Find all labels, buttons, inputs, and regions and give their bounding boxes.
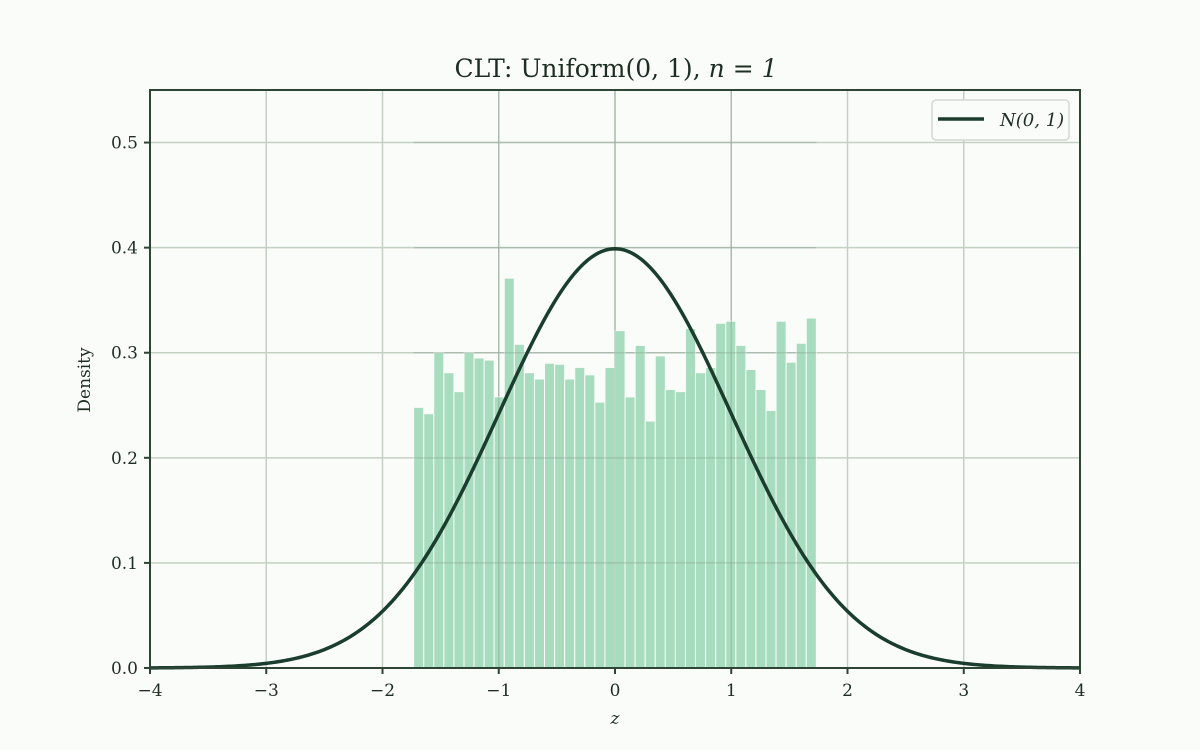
histogram-bar bbox=[624, 396, 636, 669]
histogram-bar bbox=[544, 362, 556, 669]
histogram-bar bbox=[533, 378, 546, 669]
x-tick-label: −4 bbox=[137, 681, 162, 701]
legend: N(0, 1) bbox=[931, 99, 1070, 141]
histogram-bar bbox=[765, 410, 777, 669]
histogram-bar bbox=[433, 352, 445, 669]
legend-label: N(0, 1) bbox=[999, 110, 1064, 131]
histogram-bar bbox=[523, 372, 535, 669]
normal-pdf-curve bbox=[149, 246, 1081, 670]
y-axis-label: Density bbox=[75, 347, 95, 413]
y-tick-label: 0.3 bbox=[111, 344, 138, 364]
histogram-bar bbox=[705, 366, 717, 669]
y-tick-label: 0.5 bbox=[111, 134, 138, 154]
x-tick-label: −2 bbox=[370, 681, 395, 701]
histogram-bar bbox=[594, 401, 606, 669]
y-tick-label: 0.0 bbox=[111, 659, 138, 679]
y-tick-label: 0.4 bbox=[111, 239, 138, 259]
histogram-bar bbox=[745, 369, 757, 669]
histogram-bar bbox=[674, 391, 686, 669]
x-tick-label: 4 bbox=[1075, 681, 1086, 701]
histogram-bar bbox=[604, 366, 616, 669]
histogram-bar bbox=[664, 389, 676, 669]
histogram-bar bbox=[554, 363, 566, 669]
x-axis-ticks: −4 −3 −2 −1 0 1 2 3 4 bbox=[137, 668, 1085, 701]
histogram-bar bbox=[755, 389, 767, 669]
svg-text:CLT: Uniform(0, 1),n = 1: CLT: Uniform(0, 1), n = 1 bbox=[454, 54, 777, 83]
histogram-bar bbox=[413, 406, 425, 669]
histogram-bar bbox=[654, 355, 666, 669]
histogram-bar bbox=[574, 366, 586, 669]
chart-title: CLT: Uniform(0, 1), n = 1 bbox=[454, 54, 777, 83]
histogram-bar bbox=[785, 361, 797, 669]
histogram-bar bbox=[775, 320, 787, 669]
histogram-bar bbox=[503, 277, 515, 669]
histogram-bar bbox=[564, 378, 576, 669]
x-tick-label: 3 bbox=[958, 681, 969, 701]
x-tick-label: 0 bbox=[610, 681, 621, 701]
histogram-bar bbox=[453, 391, 465, 669]
x-axis-label: z bbox=[610, 709, 621, 729]
histogram-bar bbox=[805, 317, 817, 669]
histogram-bar bbox=[483, 359, 495, 669]
y-tick-label: 0.1 bbox=[111, 554, 138, 574]
histogram-bar bbox=[695, 372, 707, 669]
histogram-bars bbox=[413, 90, 817, 669]
histogram-bar bbox=[584, 374, 596, 669]
x-tick-label: −1 bbox=[486, 681, 511, 701]
histogram-bar bbox=[735, 344, 747, 669]
x-tick-label: 1 bbox=[726, 681, 737, 701]
y-axis-ticks: 0.0 0.1 0.2 0.3 0.4 0.5 bbox=[111, 134, 150, 679]
histogram-bar bbox=[634, 344, 646, 669]
histogram-bar bbox=[684, 328, 697, 669]
y-tick-label: 0.2 bbox=[111, 449, 138, 469]
histogram-bar bbox=[463, 352, 475, 669]
histogram-bar bbox=[423, 413, 435, 669]
x-tick-label: −3 bbox=[254, 681, 279, 701]
histogram-bar bbox=[715, 322, 727, 669]
histogram-bar bbox=[795, 342, 807, 669]
histogram-bar bbox=[513, 343, 525, 669]
legend-box bbox=[931, 99, 1070, 141]
x-tick-label: 2 bbox=[842, 681, 853, 701]
histogram-bar bbox=[473, 357, 485, 669]
histogram-bar bbox=[614, 330, 626, 669]
